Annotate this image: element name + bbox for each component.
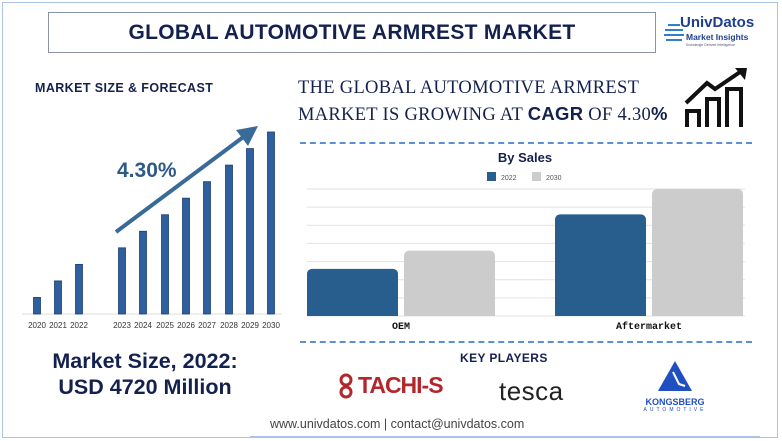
univdatos-logo: UnivDatos Market Insights Knowledge Deri… bbox=[664, 14, 764, 52]
tesca-logo: tesca bbox=[499, 376, 564, 406]
logo-brand: UnivDatos bbox=[680, 14, 755, 31]
forecast-year-label: 2023 bbox=[113, 321, 131, 330]
kongsberg-sub: AUTOMOTIVE bbox=[643, 407, 707, 413]
cagr-word: CAGR bbox=[527, 103, 584, 124]
page-title: GLOBAL AUTOMOTIVE ARMREST MARKET bbox=[48, 12, 656, 53]
sales-bar-oem-2030 bbox=[404, 250, 495, 316]
forecast-year-label: 2024 bbox=[134, 321, 152, 330]
headline-of: of bbox=[583, 105, 618, 125]
forecast-chart: 2020 2021 2022 2023 2024 2025 2026 2027 2028 2029… bbox=[22, 126, 282, 330]
forecast-bar-2020 bbox=[33, 297, 41, 315]
kongsberg-name: KONGSBERG bbox=[645, 397, 705, 407]
forecast-bar-2029 bbox=[246, 148, 254, 315]
logo-tagline: Knowledge Derived Intelligence bbox=[686, 43, 736, 47]
tachi-s-logo: TACHI-S bbox=[338, 372, 444, 399]
globe-icon bbox=[664, 24, 684, 41]
headline-line2: Market is growing at bbox=[298, 105, 528, 125]
forecast-bar-2027 bbox=[203, 181, 211, 315]
cagr-annotation: 4.30% bbox=[117, 159, 177, 182]
percent-sign: % bbox=[651, 103, 668, 124]
footer-line bbox=[250, 436, 760, 438]
legend-swatch-2030 bbox=[532, 172, 541, 181]
sales-bar-oem-2022 bbox=[307, 268, 398, 316]
forecast-bar-2028 bbox=[225, 164, 233, 315]
category-label-aftermarket: Aftermarket bbox=[616, 321, 682, 333]
forecast-year-label: 2026 bbox=[177, 321, 195, 330]
category-label-oem: OEM bbox=[392, 322, 410, 333]
legend-label-2022: 2022 bbox=[501, 175, 517, 182]
kongsberg-logo: KONGSBERG AUTOMOTIVE bbox=[640, 360, 710, 413]
cagr-value: 4.30 bbox=[617, 105, 652, 125]
forecast-year-label: 2030 bbox=[262, 321, 280, 330]
kongsberg-mark-icon bbox=[658, 361, 692, 391]
sales-bar-base bbox=[555, 310, 646, 316]
market-size-text: Market Size, 2022: USD 4720 Million bbox=[20, 348, 270, 400]
forecast-year-label: 2022 bbox=[70, 321, 88, 330]
sales-bar-base bbox=[404, 310, 495, 316]
tachi-s-mark-icon bbox=[339, 373, 353, 398]
headline-line1: The Global Automotive Armrest bbox=[298, 78, 640, 98]
divider-top bbox=[300, 142, 752, 144]
market-size-line1: Market Size, 2022: bbox=[52, 349, 238, 373]
forecast-year-label: 2027 bbox=[198, 321, 216, 330]
headline: The Global Automotive Armrest Market is … bbox=[298, 76, 678, 128]
logo-sub: Market Insights bbox=[686, 32, 749, 42]
forecast-year-label: 2025 bbox=[156, 321, 174, 330]
forecast-bar-2024 bbox=[139, 230, 147, 315]
market-size-line2: USD 4720 Million bbox=[58, 375, 232, 399]
forecast-bar-2021 bbox=[54, 280, 62, 315]
sales-bar-aftermarket-2022 bbox=[555, 214, 646, 316]
forecast-year-label: 2029 bbox=[241, 321, 259, 330]
legend-swatch-2022 bbox=[487, 172, 496, 181]
legend-label-2030: 2030 bbox=[546, 175, 562, 182]
forecast-year-label: 2021 bbox=[49, 321, 67, 330]
sales-bar-aftermarket-2030 bbox=[652, 189, 743, 316]
market-size-forecast-title: MARKET SIZE & FORECAST bbox=[35, 81, 214, 95]
footer-contact: www.univdatos.com | contact@univdatos.co… bbox=[270, 417, 525, 431]
by-sales-chart: By Sales 2022 2030 OEM Aftermarket bbox=[307, 150, 745, 333]
growth-chart-icon bbox=[684, 68, 747, 127]
by-sales-title: By Sales bbox=[498, 150, 552, 165]
growth-arrow bbox=[114, 126, 259, 234]
sales-bar-base bbox=[307, 310, 398, 316]
forecast-year-label: 2028 bbox=[220, 321, 238, 330]
sales-bar-base bbox=[652, 310, 743, 316]
forecast-bar-2022 bbox=[75, 263, 83, 315]
forecast-bar-2026 bbox=[182, 197, 190, 315]
divider-bottom bbox=[300, 341, 752, 343]
forecast-bar-2023 bbox=[118, 247, 126, 315]
key-players-title: KEY PLAYERS bbox=[460, 351, 548, 365]
forecast-year-label: 2020 bbox=[28, 321, 46, 330]
forecast-bar-2025 bbox=[161, 214, 169, 315]
tachi-s-name: TACHI-S bbox=[358, 372, 444, 398]
forecast-bar-2030 bbox=[267, 131, 275, 315]
